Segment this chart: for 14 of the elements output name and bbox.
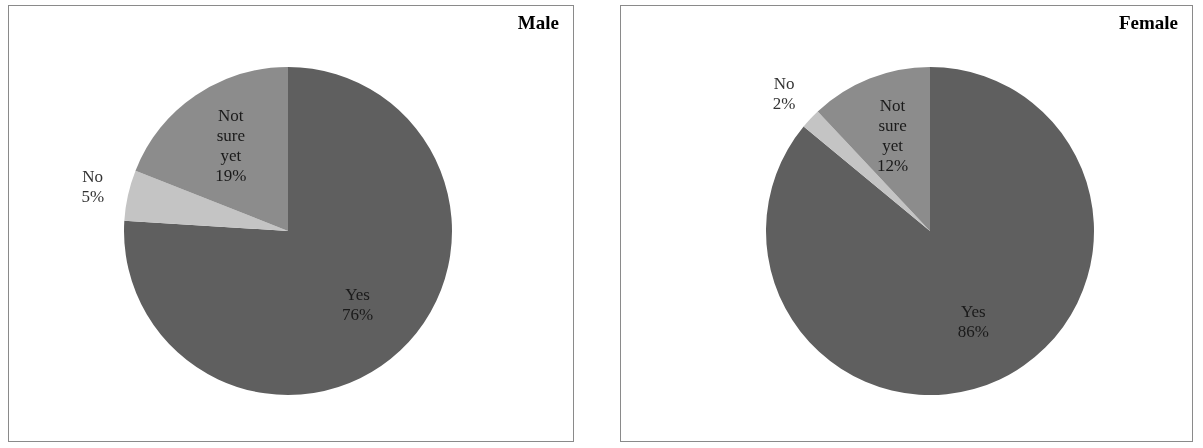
slice-label: No: [82, 166, 104, 186]
text: Male: [517, 12, 559, 34]
data-label: 12%: [876, 155, 909, 175]
slice-label: Yes: [960, 302, 986, 322]
text: Female: [1118, 12, 1178, 34]
slice-label: Not sure yet: [878, 95, 907, 155]
data-label: 19%: [215, 166, 247, 186]
slice-label: No: [773, 73, 795, 93]
data-label: 5%: [81, 186, 105, 206]
slice-label: Yes: [345, 284, 370, 304]
data-label: 76%: [342, 304, 374, 324]
slice-label: Not sure yet: [216, 106, 246, 166]
data-label: 86%: [957, 322, 989, 342]
data-label: 2%: [772, 93, 796, 113]
